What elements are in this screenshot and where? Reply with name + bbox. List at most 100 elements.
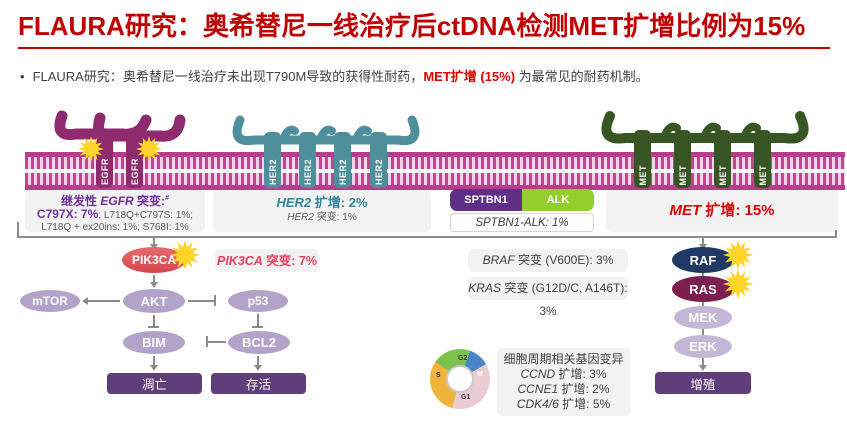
egfr-box-rest: ; L718Q+C797S: 1%; [98,210,194,221]
met-box-gene: MET [669,202,702,219]
cell-cycle-note-box: 细胞周期相关基因变异 CCND 扩增: 3% CCNE1 扩增: 2% CDK4… [497,348,630,416]
met-receptor-canopy [601,111,809,144]
node-apoptosis-label: 凋亡 [141,378,167,392]
bracket-right-stub [835,230,837,236]
node-proliferation-label: 增殖 [690,377,716,392]
phase-label-g1: G1 [461,394,471,401]
her2-box-gene: HER2 [276,195,312,210]
cell-cycle-title: 细胞周期相关基因变异 [503,352,624,366]
egfr-box-suffix: 突变: [133,194,166,208]
egfr-receptor: EGFR [96,130,113,188]
node-raf-label: RAF [689,252,717,268]
her2-receptor: HER2 [370,132,387,188]
pik3ca-note-rest: 突变: 7% [262,254,318,268]
ccne1-gene: CCNE1 [517,382,559,396]
connector-bcl2-survival [257,356,259,366]
cell-membrane [25,152,845,190]
braf-note-box: BRAF 突变 (V600E): 3% [468,249,628,272]
node-bcl2-label: BCL2 [242,335,276,350]
ccnd-stat: 扩增: 3% [555,367,607,381]
her2-box-mut: 突变: 1% [313,212,357,223]
phase-label-g2: G2 [458,355,468,362]
her2-receptor-canopy [232,115,420,146]
bullet-icon: • [20,69,25,84]
cell-cycle-chart: G2 M G1 S [430,349,490,409]
pik3ca-note-gene: PIK3CA [216,254,263,268]
cell-cycle-donut-hole [446,365,474,393]
met-receptor-label: MET [757,164,768,186]
node-apoptosis: 凋亡 [107,373,202,394]
connector-akt-bim [153,315,155,326]
met-receptor: MET [674,130,691,188]
node-survival-label: 存活 [245,378,271,392]
her2-box-gene2: HER2 [287,212,314,223]
egfr-box-line3: L718Q + ex20ins: 1%; S768I: 1% [41,222,189,233]
arrow-down-icon [150,365,158,371]
sptbn1-badge: SPTBN1 [450,189,522,211]
node-mek: MEK [674,306,732,329]
node-p53-label: p53 [247,294,269,308]
met-receptor: MET [754,130,771,188]
inhibit-bar-icon [148,326,159,328]
arrow-down-icon [150,282,158,288]
alk-badge: ALK [522,189,594,211]
her2-receptor: HER2 [334,132,351,188]
node-mtor-label: mTOR [32,294,68,308]
cdk46-stat: 扩增: 5% [558,397,611,411]
braf-note-gene: BRAF [482,253,515,267]
arrow-left-icon [82,297,88,305]
her2-receptor-label: HER2 [373,158,384,185]
node-bim-label: BIM [142,335,166,350]
met-receptor: MET [634,130,651,188]
connector-p53-bcl2 [257,314,259,326]
node-mek-label: MEK [688,310,718,325]
bracket-left-stub [17,222,19,236]
connector-raf-ras [702,273,704,277]
node-akt: AKT [123,289,185,313]
met-receptor-label: MET [637,164,648,186]
bracket-line [17,236,837,238]
inhibit-bar-icon [214,295,216,306]
egfr-receptor-canopy [54,110,186,143]
connector-erk-proliferation [702,358,704,366]
her2-receptor-label: HER2 [302,158,313,185]
egfr-receptor-label: EGFR [99,157,110,185]
sptbn1-badge-label: SPTBN1 [464,194,508,206]
egfr-box-gene: EGFR [100,194,134,208]
bracket-arrow-right-stem [702,238,704,245]
egfr-box-prefix: 继发性 [61,194,101,208]
node-survival: 存活 [211,373,306,394]
node-akt-label: AKT [140,293,168,309]
her2-mutation-box: HER2 扩增: 2% HER2 突变: 1% [213,190,431,232]
egfr-box-main-stat: C797X: 7% [36,207,99,221]
phase-label-s: S [436,372,441,379]
cdk46-gene: CDK4/6 [516,397,559,411]
egfr-box-footnote-mark: # [165,195,169,202]
her2-box-amp: 扩增: 2% [311,195,368,210]
connector-bim-apoptosis [153,356,155,366]
her2-receptor-label: HER2 [337,158,348,185]
title-divider [18,47,830,49]
arrow-down-icon [699,365,707,371]
braf-note-rest: 突变 (V600E): 3% [514,253,614,267]
connector-mek-erk [702,329,704,336]
node-erk-label: ERK [689,339,717,354]
pik3ca-note-box: PIK3CA 突变: 7% [215,249,319,272]
fusion-caption-box: SPTBN1-ALK: 1% [450,213,594,232]
inhibit-bar-icon [252,326,263,328]
inhibit-bar-icon [206,336,208,347]
node-proliferation: 增殖 [655,372,751,394]
bracket-arrow-left-stem [153,238,155,245]
node-p53: p53 [228,290,288,312]
arrow-down-icon [254,365,262,371]
bullet-text-pre: FLAURA研究：奥希替尼一线治疗未出现T790M导致的获得性耐药， [32,69,424,84]
met-receptor-label: MET [717,164,728,186]
alk-badge-label: ALK [546,194,570,206]
connector-pik3ca-akt [153,275,155,283]
egfr-receptor: EGFR [126,130,143,188]
connector-akt-mtor [88,300,120,302]
node-erk: ERK [674,335,732,358]
bullet-text-highlight: MET扩增 (15%) [423,69,516,84]
her2-receptor: HER2 [299,132,316,188]
